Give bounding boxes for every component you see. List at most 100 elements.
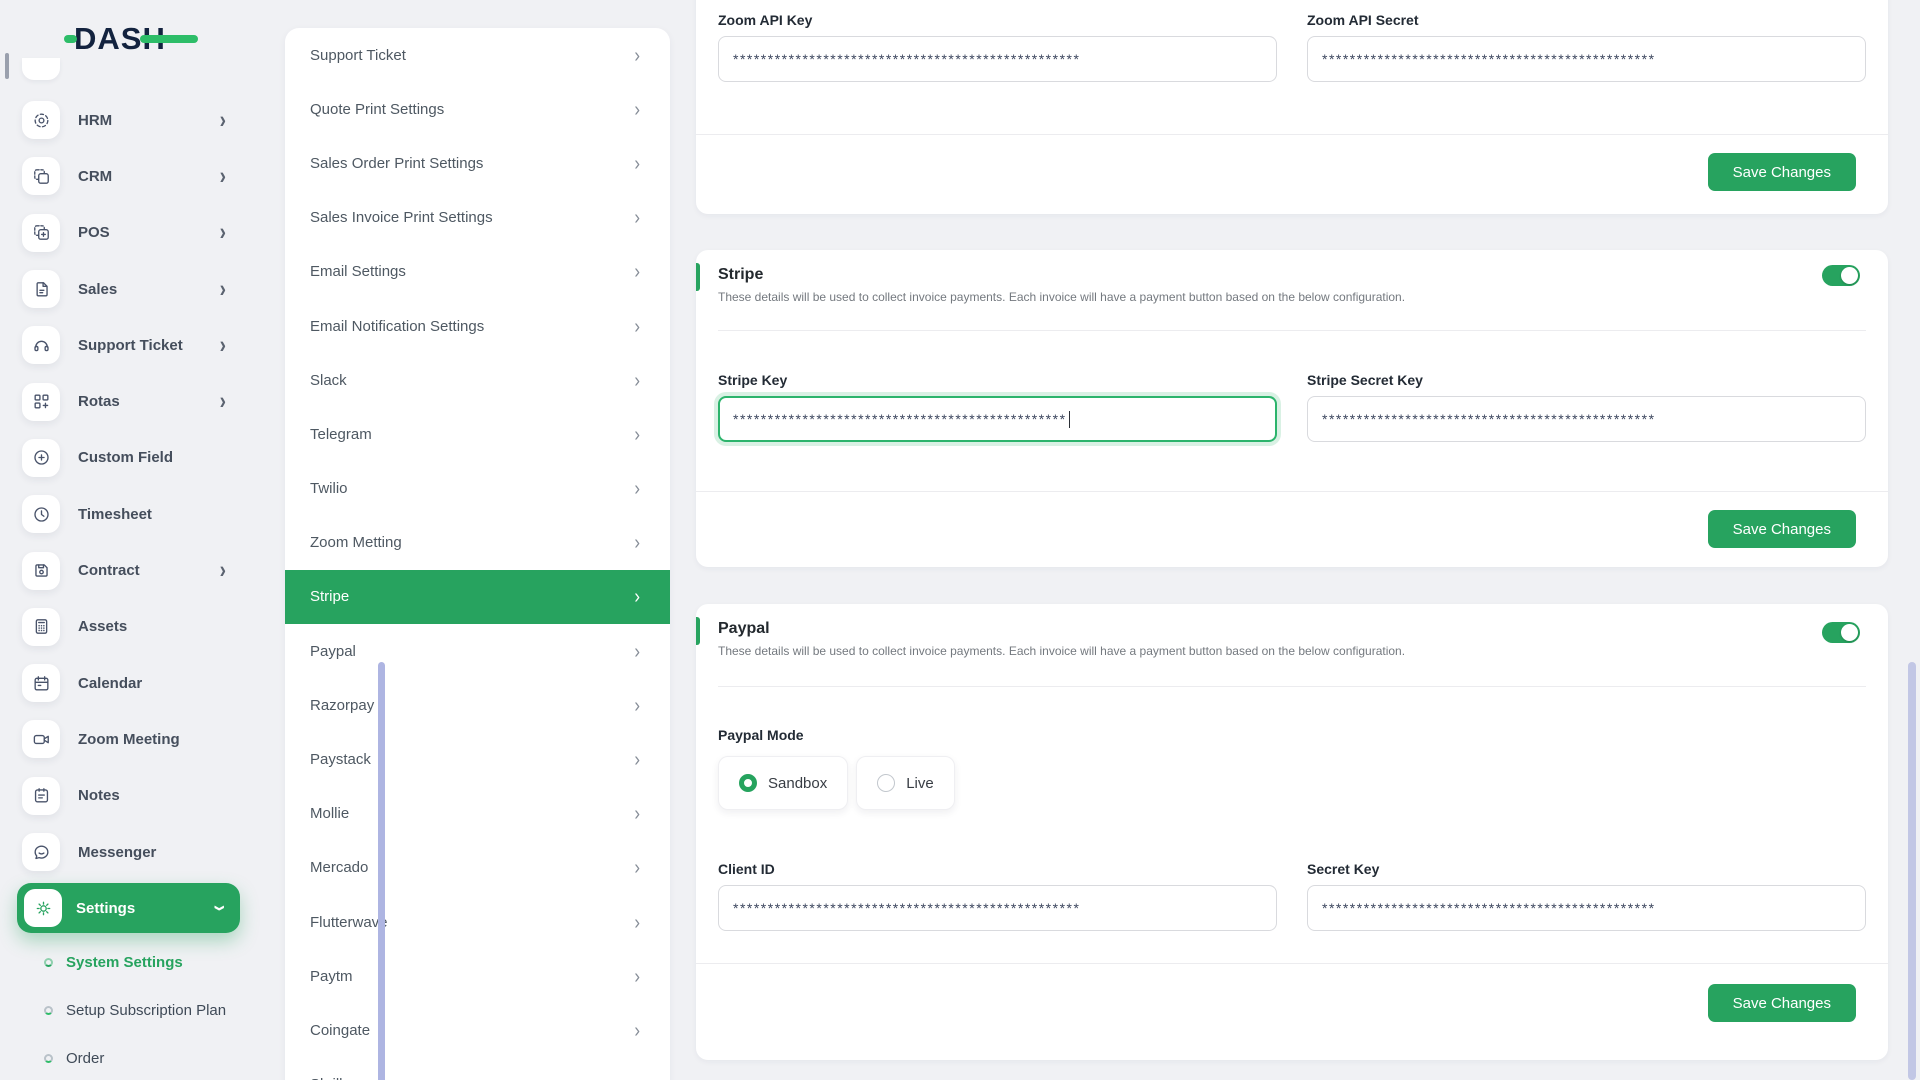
paypal-mode-sandbox-option[interactable]: Sandbox	[718, 756, 849, 810]
save-button[interactable]: Save Changes	[1707, 984, 1856, 1022]
menu-item-slack[interactable]: Slack ›	[285, 353, 670, 407]
sidebar-item-label: Custom Field	[78, 449, 174, 467]
sidebar-item-zoom-meeting[interactable]: Zoom Meeting	[0, 711, 262, 767]
sidebar-item-timesheet[interactable]: Timesheet	[0, 486, 262, 542]
chevron-right-icon: ›	[634, 477, 640, 500]
menu-item-label: Email Settings	[310, 263, 406, 281]
stripe-key-input[interactable]: ****************************************…	[718, 396, 1277, 442]
sidebar-item-partial[interactable]	[22, 58, 60, 80]
menu-scrollbar[interactable]	[378, 662, 385, 1080]
logo-accent-dot	[64, 35, 77, 43]
chevron-right-icon: ›	[634, 206, 640, 230]
sidebar-item-notes[interactable]: Notes	[0, 768, 262, 824]
sidebar-item-hrm[interactable]: HRM ›	[0, 92, 262, 148]
field-client-id: Client ID ******************************…	[718, 861, 1277, 931]
stripe-card-footer: Save Changes	[696, 492, 1888, 548]
sidebar-item-settings[interactable]: Settings ›	[17, 883, 240, 933]
menu-item-label: Slack	[310, 371, 347, 389]
divider	[696, 963, 1888, 964]
zoom-api-secret-input[interactable]: ****************************************…	[1307, 36, 1866, 82]
app-logo[interactable]: DASH	[64, 20, 198, 58]
subnav-item-system-settings[interactable]: System Settings	[0, 938, 262, 986]
sidebar-item-label: Timesheet	[78, 505, 152, 523]
sidebar-item-sales[interactable]: Sales ›	[0, 261, 262, 317]
zoom-api-key-input[interactable]: ****************************************…	[718, 36, 1277, 82]
text-cursor	[1068, 410, 1071, 428]
menu-item-label: Support Ticket	[310, 46, 406, 64]
paypal-mode-live-option[interactable]: Live	[856, 756, 955, 810]
accent-bar	[696, 263, 700, 291]
chevron-right-icon: ›	[634, 856, 640, 880]
sidebar-scrollbar[interactable]	[5, 53, 9, 79]
menu-item-twilio[interactable]: Twilio ›	[285, 462, 670, 516]
stripe-secret-key-input[interactable]: ****************************************…	[1307, 396, 1866, 442]
masked-value: ****************************************…	[1322, 900, 1656, 916]
menu-item-label: Email Notification Settings	[310, 317, 485, 335]
sidebar-item-pos[interactable]: POS ›	[0, 205, 262, 261]
chevron-right-icon: ›	[634, 368, 640, 392]
menu-item-label: Mollie	[310, 805, 350, 823]
sidebar: DASH HRM › CRM › POS › Sales › Support T…	[0, 0, 262, 1080]
chevron-right-icon: ›	[634, 152, 640, 175]
gear-icon	[24, 889, 62, 927]
paypal-settings-card: Paypal These details will be used to col…	[696, 604, 1888, 1060]
menu-item-stripe[interactable]: Stripe ›	[285, 569, 670, 625]
menu-item-flutterwave[interactable]: Flutterwave ›	[285, 895, 670, 949]
menu-item-skrill[interactable]: Skrill ›	[285, 1058, 670, 1080]
paypal-mode-label: Paypal Mode	[718, 727, 804, 743]
radio-checked-icon[interactable]	[739, 774, 757, 792]
paypal-card-footer: Save Changes	[696, 964, 1888, 1022]
menu-item-mollie[interactable]: Mollie ›	[285, 787, 670, 841]
sidebar-item-label: Sales	[78, 280, 118, 298]
sidebar-item-contract[interactable]: Contract ›	[0, 542, 262, 598]
menu-item-paypal[interactable]: Paypal ›	[285, 624, 670, 678]
client-id-input[interactable]: ****************************************…	[718, 885, 1277, 931]
sidebar-item-crm[interactable]: CRM ›	[0, 148, 262, 204]
sidebar-item-messenger[interactable]: Messenger	[0, 824, 262, 880]
menu-item-paytm[interactable]: Paytm ›	[285, 949, 670, 1003]
zoom-fields-row: Zoom API Key ***************************…	[696, 0, 1888, 82]
menu-item-paystack[interactable]: Paystack ›	[285, 732, 670, 786]
toggle-knob	[1841, 267, 1858, 284]
menu-item-mercado[interactable]: Mercado ›	[285, 841, 670, 895]
subnav-item-setup-subscription-plan[interactable]: Setup Subscription Plan	[0, 986, 262, 1034]
menu-item-support-ticket[interactable]: Support Ticket ›	[285, 28, 670, 82]
chevron-right-icon: ›	[634, 314, 640, 338]
sidebar-item-label: Calendar	[78, 674, 143, 692]
field-label: Zoom API Secret	[1307, 12, 1419, 28]
field-secret-key: Secret Key *****************************…	[1307, 861, 1866, 931]
stripe-toggle[interactable]	[1822, 265, 1860, 286]
sidebar-item-assets[interactable]: Assets	[0, 599, 262, 655]
sidebar-item-calendar[interactable]: Calendar	[0, 655, 262, 711]
sidebar-item-support-ticket[interactable]: Support Ticket ›	[0, 317, 262, 373]
menu-item-label: Sales Invoice Print Settings	[310, 209, 493, 227]
masked-value: ****************************************…	[733, 900, 1081, 916]
sidebar-item-rotas[interactable]: Rotas ›	[0, 373, 262, 429]
field-stripe-secret-key: Stripe Secret Key **********************…	[1307, 372, 1866, 442]
menu-item-email-notification-settings[interactable]: Email Notification Settings ›	[285, 299, 670, 353]
menu-item-email-settings[interactable]: Email Settings ›	[285, 245, 670, 299]
page-scrollbar[interactable]	[1908, 662, 1916, 1080]
menu-item-zoom-metting[interactable]: Zoom Metting ›	[285, 516, 670, 570]
card-title: Paypal	[718, 620, 770, 637]
paypal-toggle[interactable]	[1822, 622, 1860, 643]
menu-item-telegram[interactable]: Telegram ›	[285, 407, 670, 461]
save-button[interactable]: Save Changes	[1707, 153, 1856, 191]
menu-item-sales-invoice-print-settings[interactable]: Sales Invoice Print Settings ›	[285, 191, 670, 245]
menu-item-razorpay[interactable]: Razorpay ›	[285, 678, 670, 732]
menu-item-coingate[interactable]: Coingate ›	[285, 1003, 670, 1057]
sidebar-item-custom-field[interactable]: Custom Field	[0, 430, 262, 486]
save-button[interactable]: Save Changes	[1707, 510, 1856, 548]
menu-item-label: Skrill	[310, 1076, 343, 1080]
chevron-right-icon: ›	[634, 423, 640, 446]
sales-icon	[22, 270, 60, 309]
menu-item-quote-print-settings[interactable]: Quote Print Settings ›	[285, 82, 670, 136]
field-label: Stripe Key	[718, 372, 788, 388]
menu-item-sales-order-print-settings[interactable]: Sales Order Print Settings ›	[285, 136, 670, 190]
secret-key-input[interactable]: ****************************************…	[1307, 885, 1866, 931]
paypal-mode-options: Sandbox Live	[696, 756, 1888, 810]
radio-unchecked-icon[interactable]	[877, 774, 896, 792]
subnav-item-order[interactable]: Order	[0, 1034, 262, 1080]
menu-item-label: Stripe	[310, 588, 350, 606]
masked-value: ****************************************…	[733, 411, 1067, 427]
